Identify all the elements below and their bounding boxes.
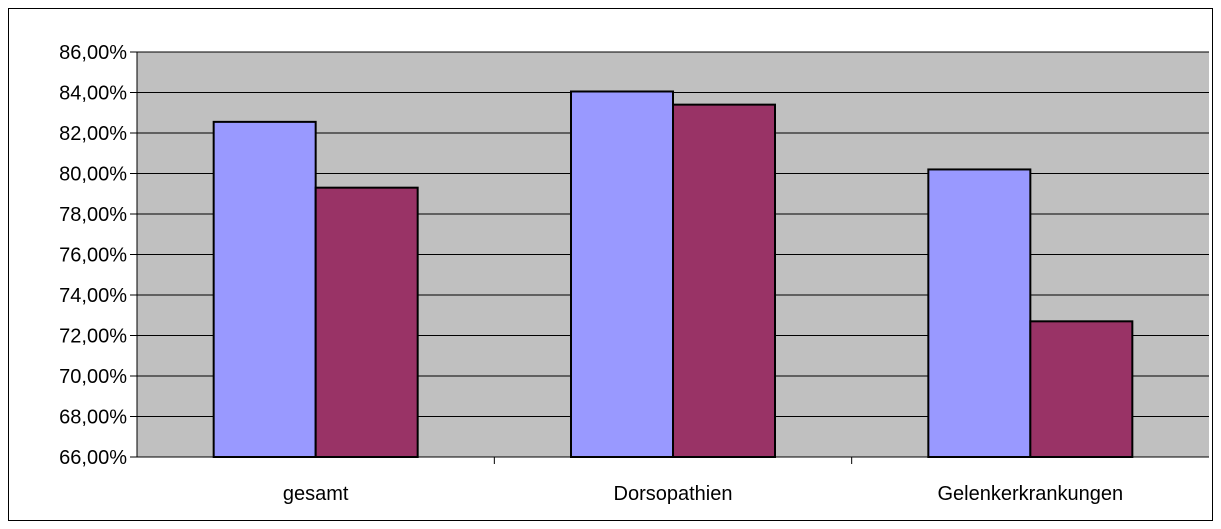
y-tick-label: 72,00% — [59, 326, 127, 348]
x-category-labels: gesamt Dorsopathien Gelenkerkrankungen — [283, 483, 1123, 505]
y-tick-label: 76,00% — [59, 245, 127, 267]
bar-gesamt-series-1 — [212, 120, 317, 459]
bar-gesamt-series-2 — [314, 186, 419, 459]
y-tick-label: 84,00% — [59, 83, 127, 105]
y-tick-label: 78,00% — [59, 204, 127, 226]
bars — [212, 90, 1134, 459]
bar-gelenkerkrankungen-series-2 — [1029, 320, 1134, 459]
y-tick-label: 80,00% — [59, 164, 127, 186]
x-category-label: gesamt — [283, 483, 349, 505]
y-tick-label: 82,00% — [59, 123, 127, 145]
y-tick-label: 66,00% — [59, 447, 127, 469]
y-tick-label: 74,00% — [59, 285, 127, 307]
y-tick-labels: 66,00% 68,00% 70,00% 72,00% 74,00% 76,00% 78,0… — [59, 42, 127, 469]
bar-dorsopathien-series-1 — [570, 90, 674, 459]
bar-dorsopathien-series-2 — [672, 103, 776, 459]
y-tick-label: 86,00% — [59, 42, 127, 64]
bar-gelenkerkrankungen-series-1 — [927, 168, 1032, 458]
y-tick-label: 70,00% — [59, 366, 127, 388]
x-category-label: Gelenkerkrankungen — [937, 483, 1123, 505]
axes — [130, 51, 1209, 464]
x-category-label: Dorsopathien — [614, 483, 733, 505]
y-tick-label: 68,00% — [59, 407, 127, 429]
